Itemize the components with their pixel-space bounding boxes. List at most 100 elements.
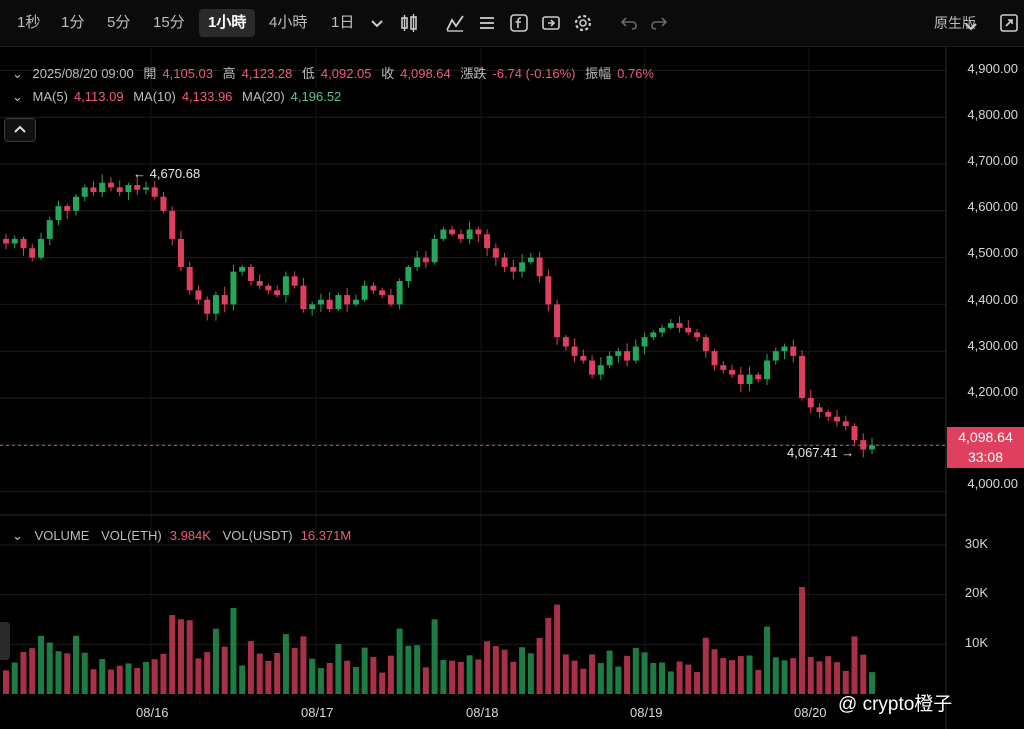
volume-bar (431, 619, 438, 694)
timeframe-1d[interactable]: 1日 (331, 14, 355, 31)
candle-body (37, 238, 44, 258)
candle-body (624, 351, 631, 361)
volume-bar (457, 661, 464, 694)
volume-bar (729, 660, 736, 694)
candle-body (685, 327, 692, 333)
candle-body (554, 304, 561, 338)
candle-body (46, 220, 53, 239)
volume-bar (720, 658, 727, 694)
candle-body (737, 374, 744, 384)
candle-body (20, 238, 27, 249)
open-value: 4,105.03 (162, 66, 213, 81)
volume-bar (475, 659, 482, 694)
amplitude-value: 0.76% (617, 66, 654, 81)
amplitude-label: 振幅 (585, 66, 612, 81)
candle-body (694, 332, 701, 338)
timeframe-1s[interactable]: 1秒 (17, 14, 41, 31)
volume-bar (851, 636, 858, 694)
volume-bar (379, 672, 386, 694)
candle-body (781, 346, 788, 352)
candle-body (221, 295, 228, 305)
volume-bar (204, 652, 211, 694)
timeframe-1m[interactable]: 1分 (61, 14, 85, 31)
date-axis-label: 08/20 (794, 705, 827, 720)
candlestick-type-icon[interactable] (398, 12, 420, 34)
candle-body (632, 346, 639, 361)
candle-body (825, 412, 832, 417)
candle-body (11, 238, 18, 244)
replay-icon[interactable] (540, 12, 562, 34)
timeframe-5m[interactable]: 5分 (107, 14, 131, 31)
volume-bar (64, 653, 71, 694)
volume-bar (230, 607, 237, 694)
candle-body (396, 281, 403, 305)
version-selector[interactable]: 原生版 (934, 15, 976, 31)
candle-body (615, 351, 622, 356)
volume-bar (11, 662, 18, 694)
candle-body (370, 285, 377, 291)
candle-body (597, 365, 604, 375)
chevron-down-icon[interactable] (960, 15, 977, 31)
volume-bar (317, 668, 324, 694)
candle-body (440, 229, 447, 239)
list-settings-icon[interactable] (476, 12, 498, 34)
volume-bar (414, 645, 421, 694)
collapse-button[interactable] (4, 118, 36, 142)
candle-body (265, 285, 272, 291)
volume-bar (702, 637, 709, 694)
volume-bar (169, 615, 176, 694)
indicators-icon[interactable] (444, 12, 466, 34)
fullscreen-icon[interactable] (998, 12, 1020, 34)
side-panel-toggle[interactable] (0, 622, 10, 660)
volume-bar (694, 671, 701, 694)
gear-icon[interactable] (572, 12, 594, 34)
timeframe-4h[interactable]: 4小時 (269, 14, 308, 31)
candle-body (519, 262, 526, 272)
timeframe-1h[interactable]: 1小時 (199, 9, 256, 37)
volume-bar (90, 669, 97, 694)
volume-bar (746, 655, 753, 694)
volume-bar (834, 662, 841, 694)
volume-bar (554, 604, 561, 694)
volume-bar (624, 655, 631, 694)
candle-body (772, 351, 779, 361)
volume-bar (20, 651, 27, 694)
candle-body (107, 182, 114, 188)
chevron-down-icon[interactable] (366, 12, 388, 34)
volume-bar (326, 662, 333, 694)
watermark: @ crypto橙子 (838, 694, 953, 715)
close-label: 收 (381, 66, 395, 81)
volume-title: VOLUME (34, 528, 90, 543)
collapse-arrow-icon[interactable]: ⌄ (12, 528, 23, 543)
candle-body (116, 187, 123, 193)
candle-body (405, 266, 412, 281)
volume-bar (370, 656, 377, 694)
redo-icon[interactable] (648, 12, 670, 34)
volume-bar (125, 663, 132, 694)
volume-bar (860, 654, 867, 694)
undo-icon[interactable] (618, 12, 640, 34)
volume-bar (300, 636, 307, 694)
high-value: 4,123.28 (241, 66, 293, 81)
volume-bar (519, 647, 526, 694)
candle-body (475, 229, 482, 235)
candle-body (160, 196, 167, 211)
function-icon[interactable] (508, 12, 530, 34)
volume-bar (650, 662, 657, 694)
volume-bar (449, 660, 456, 694)
volume-bar (562, 654, 569, 694)
volume-bar (676, 661, 683, 694)
volume-bar (536, 637, 543, 694)
candle-body (536, 257, 543, 277)
volume-bar (212, 628, 219, 694)
ma10-label: MA(10) (133, 89, 176, 104)
date-axis-label: 08/19 (630, 705, 663, 720)
toolbar: 1秒 1分 5分 15分 1小時 4小時 1日 原生版 (0, 0, 1024, 47)
collapse-arrow-icon[interactable]: ⌄ (12, 89, 23, 104)
candle-body (186, 266, 193, 291)
collapse-arrow-icon[interactable]: ⌄ (12, 66, 23, 81)
volume-bar (527, 653, 534, 694)
candle-body (379, 290, 386, 296)
timeframe-15m[interactable]: 15分 (153, 14, 185, 31)
